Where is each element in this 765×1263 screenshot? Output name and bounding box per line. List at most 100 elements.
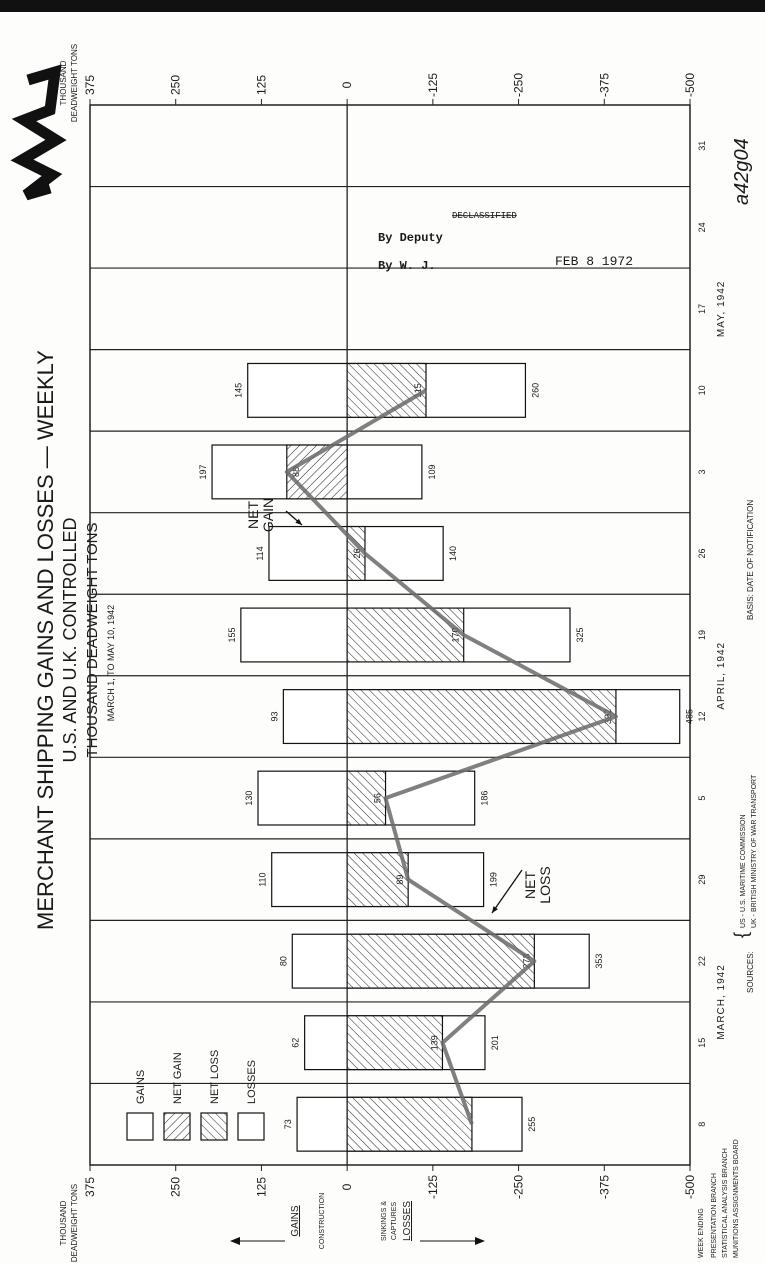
legend-swatch [163, 1112, 191, 1141]
y-tick-label: -250 [512, 1175, 526, 1199]
credit: MUNITIONS ASSIGNMENTS BOARD [733, 1139, 740, 1258]
x-group-label: MARCH, 1942 [716, 964, 727, 1039]
stamp-line: DECLASSIFIED [452, 211, 517, 221]
y-tick-label: -500 [683, 73, 697, 97]
value-label: 197 [198, 464, 208, 479]
y-tick-label: 375 [83, 75, 97, 95]
arrow-head [475, 1237, 485, 1245]
file-mark: a42g04 [731, 138, 753, 205]
bar [240, 607, 348, 663]
side-label: GAINS [290, 1205, 301, 1236]
value-label: 155 [227, 627, 237, 642]
value-label: 485 [685, 709, 695, 724]
y-tick-label: -375 [597, 73, 611, 97]
annotation: LOSS [537, 866, 553, 903]
declassification-stamp: DECLASSIFIED By Deputy By W. J. FEB 8 19… [378, 211, 633, 273]
redaction-scribble [10, 64, 67, 201]
sources-label: SOURCES: [746, 951, 755, 993]
net-bar [346, 607, 465, 663]
x-tick-label: 26 [697, 548, 707, 558]
bar [296, 1096, 348, 1152]
credit: PRESENTATION BRANCH [711, 1173, 718, 1258]
legend-swatch [126, 1112, 154, 1141]
annotation: NET [522, 871, 538, 899]
value-label: 170 [451, 627, 461, 642]
arrow-head [492, 906, 498, 913]
side-label: SINKINGS & [381, 1201, 388, 1241]
y-tick-label: -375 [597, 1175, 611, 1199]
chart-subtitle: U.S. AND U.K. CONTROLLED [60, 517, 80, 762]
value-label: 186 [480, 791, 490, 806]
x-tick-label: 22 [697, 956, 707, 966]
y-axis-title: DEADWEIGHT TONS [70, 1184, 79, 1262]
value-label: 80 [278, 956, 288, 966]
plot-frame [89, 104, 691, 1166]
bar [268, 525, 348, 581]
units: THOUSAND DEADWEIGHT TONS [84, 522, 101, 757]
value-label: 199 [489, 872, 499, 887]
value-label: 255 [527, 1117, 537, 1132]
y-tick-label: 0 [340, 1183, 354, 1190]
bar [282, 689, 348, 745]
value-label: 130 [244, 791, 254, 806]
x-group-label: MAY, 1942 [716, 281, 727, 337]
stamp-line: By W. J. [378, 259, 436, 273]
value-label: 325 [575, 627, 585, 642]
annotation-arrow [491, 869, 523, 914]
legend-label: LOSSES [246, 1060, 258, 1104]
y-axis-title: THOUSAND [59, 60, 68, 105]
y-tick-label: 125 [254, 75, 268, 95]
y-tick-label: -500 [683, 1175, 697, 1199]
y-axis-title: THOUSAND [59, 1200, 68, 1245]
legend-label: NET GAIN [172, 1052, 184, 1104]
value-label: 115 [413, 383, 423, 397]
y-tick-label: -250 [512, 73, 526, 97]
x-tick-label: 10 [697, 385, 707, 395]
value-label: 353 [594, 954, 604, 969]
side-label: CONSTRUCTION [319, 1193, 326, 1249]
net-bar [346, 1015, 444, 1071]
value-label: 145 [234, 383, 244, 398]
x-tick-label: 12 [697, 712, 707, 722]
bar [247, 362, 348, 418]
x-tick-label: 29 [697, 875, 707, 885]
value-label: 89 [395, 875, 405, 885]
y-tick-label: 375 [83, 1177, 97, 1197]
bar [271, 852, 348, 908]
legend-swatch [200, 1112, 228, 1141]
x-tick-label: 24 [697, 222, 707, 232]
x-tick-label: 19 [697, 630, 707, 640]
value-label: 26 [352, 548, 362, 558]
chart-title: MERCHANT SHIPPING GAINS AND LOSSES — WEE… [33, 350, 58, 930]
period: MARCH 1, TO MAY 10, 1942 [106, 605, 116, 721]
bar [346, 444, 423, 500]
x-tick-label: 17 [697, 304, 707, 314]
source-line: UK - BRITISH MINISTRY OF WAR TRANSPORT [751, 774, 758, 928]
brace: { [731, 932, 751, 938]
x-group-label: APRIL, 1942 [716, 642, 727, 710]
credit: STATISTICAL ANALYSIS BRANCH [722, 1148, 729, 1258]
arrow-head [230, 1237, 240, 1245]
x-tick-label: 5 [697, 796, 707, 801]
stamp-date: FEB 8 1972 [555, 254, 633, 269]
y-axis-title: DEADWEIGHT TONS [70, 44, 79, 122]
side-label: LOSSES [402, 1201, 413, 1241]
stamp-line: By Deputy [378, 231, 443, 245]
value-label: 392 [603, 709, 613, 724]
bar [291, 933, 348, 989]
side-label: CAPTURES [391, 1202, 398, 1240]
x-axis-title: WEEK ENDING [698, 1208, 705, 1258]
value-label: 62 [291, 1038, 301, 1048]
value-label: 56 [373, 793, 383, 803]
bar [257, 770, 348, 826]
value-label: 201 [490, 1035, 500, 1050]
value-label: 110 [258, 872, 268, 886]
basis: BASIS: DATE OF NOTIFICATION [746, 500, 755, 620]
x-tick-label: 31 [697, 141, 707, 151]
arrow-head [295, 518, 302, 525]
value-label: 114 [255, 546, 265, 560]
y-tick-label: 125 [254, 1177, 268, 1197]
x-tick-label: 3 [697, 469, 707, 474]
value-label: 273 [521, 954, 531, 969]
